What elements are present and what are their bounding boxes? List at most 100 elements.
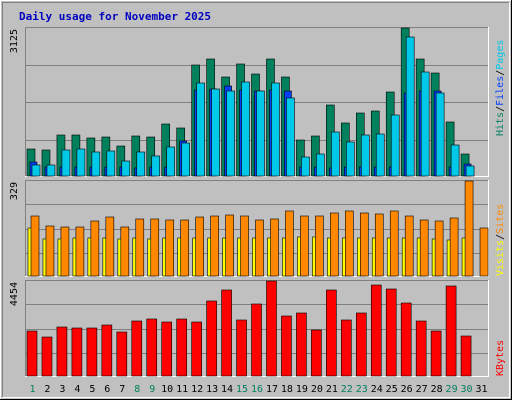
day-tick-label: 30 (461, 384, 473, 395)
sites-bar (60, 226, 70, 277)
pages-bar (420, 71, 430, 177)
pages-bar (181, 142, 190, 177)
day-tick-label: 4 (74, 384, 80, 395)
kbytes-bar (341, 319, 352, 377)
legend-kbytes: KBytes (495, 340, 506, 376)
sites-bar (120, 226, 130, 277)
day-tick-label: 23 (356, 384, 368, 395)
y-max-label: 329 (9, 182, 20, 200)
sites-bar (75, 226, 85, 277)
day-tick-label: 24 (371, 384, 383, 395)
pages-bar (196, 82, 205, 177)
pages-bar (226, 90, 235, 177)
sites-bar (449, 217, 459, 277)
kbytes-bar (281, 315, 292, 377)
kbytes-bar (41, 336, 53, 377)
sites-bar (225, 214, 234, 277)
kbytes-bar (191, 321, 202, 377)
sites-bar (90, 220, 100, 277)
pages-bar (286, 97, 295, 177)
day-tick-label: 6 (104, 384, 110, 395)
pages-bar (435, 92, 445, 177)
sites-bar (404, 215, 414, 277)
kbytes-bar (460, 335, 472, 377)
day-tick-label: 13 (206, 384, 218, 395)
sites-bar (180, 219, 189, 277)
kbytes-panel: 4454 (9, 280, 489, 377)
sites-bar (270, 218, 279, 277)
pages-bar (331, 131, 340, 177)
pages-bar (360, 134, 370, 177)
kbytes-bar (370, 284, 382, 377)
pages-bar (346, 141, 355, 177)
sites-bar (359, 212, 369, 277)
pages-bar (46, 164, 56, 177)
pages-bar (450, 144, 460, 177)
sites-bar (255, 219, 264, 277)
pages-bar (256, 90, 265, 177)
y-max-label: 4454 (9, 282, 20, 306)
pages-bar (271, 82, 280, 177)
kbytes-bar (176, 318, 187, 377)
sites-bar (135, 218, 145, 277)
pages-bar (211, 88, 220, 177)
kbytes-bar (206, 300, 217, 377)
kbytes-bar (56, 326, 68, 377)
sites-bar (479, 227, 489, 277)
pages-bar (390, 114, 400, 177)
pages-bar (136, 151, 146, 177)
sites-bar (419, 219, 429, 277)
kbytes-bar (326, 289, 337, 377)
pages-bar (316, 153, 325, 177)
pages-bar (151, 155, 161, 177)
kbytes-bar (86, 327, 98, 377)
pages-bar (121, 160, 131, 177)
sites-bar (240, 215, 249, 277)
legend-visits-sites: Visits/Sites (495, 204, 506, 276)
pages-bar (241, 81, 250, 177)
pages-bar (91, 151, 101, 177)
sites-bar (389, 210, 399, 277)
day-tick-label: 15 (236, 384, 248, 395)
kbytes-bar (101, 324, 113, 377)
day-tick-label: 28 (431, 384, 443, 395)
kbytes-bar (311, 329, 322, 377)
pages-bar (375, 133, 385, 177)
day-tick-label: 20 (311, 384, 323, 395)
day-tick-label: 11 (176, 384, 188, 395)
sites-bar (45, 225, 55, 277)
day-tick-label: 10 (161, 384, 173, 395)
y-max-label: 3125 (9, 29, 20, 53)
kbytes-bar (445, 285, 457, 377)
sites-bar (464, 180, 474, 277)
sites-bar (345, 210, 354, 277)
day-tick-label: 14 (221, 384, 233, 395)
pages-bar (76, 148, 86, 177)
sites-bar (105, 216, 115, 277)
day-tick-label: 12 (191, 384, 203, 395)
day-tick-label: 9 (149, 384, 155, 395)
kbytes-bar (400, 302, 412, 377)
day-tick-label: 5 (89, 384, 95, 395)
pages-bar (301, 156, 310, 177)
kbytes-bar (355, 312, 367, 377)
sites-bar (434, 220, 444, 277)
kbytes-bar (296, 312, 307, 377)
day-tick-label: 2 (44, 384, 50, 395)
pages-bar (166, 146, 176, 177)
sites-bar (285, 210, 294, 277)
kbytes-bar (236, 319, 247, 377)
day-tick-label: 17 (266, 384, 278, 395)
day-tick-label: 21 (326, 384, 338, 395)
day-tick-label: 8 (134, 384, 140, 395)
day-tick-label: 19 (296, 384, 308, 395)
kbytes-bar (251, 303, 262, 377)
hits-files-pages-panel: 3125 (9, 27, 489, 177)
kbytes-bar (146, 318, 158, 377)
sites-bar (195, 216, 204, 277)
pages-bar (465, 165, 475, 177)
kbytes-bar (415, 320, 427, 377)
kbytes-bar (26, 330, 38, 377)
chart-title: Daily usage for November 2025 (19, 10, 211, 23)
sites-bar (374, 213, 384, 277)
